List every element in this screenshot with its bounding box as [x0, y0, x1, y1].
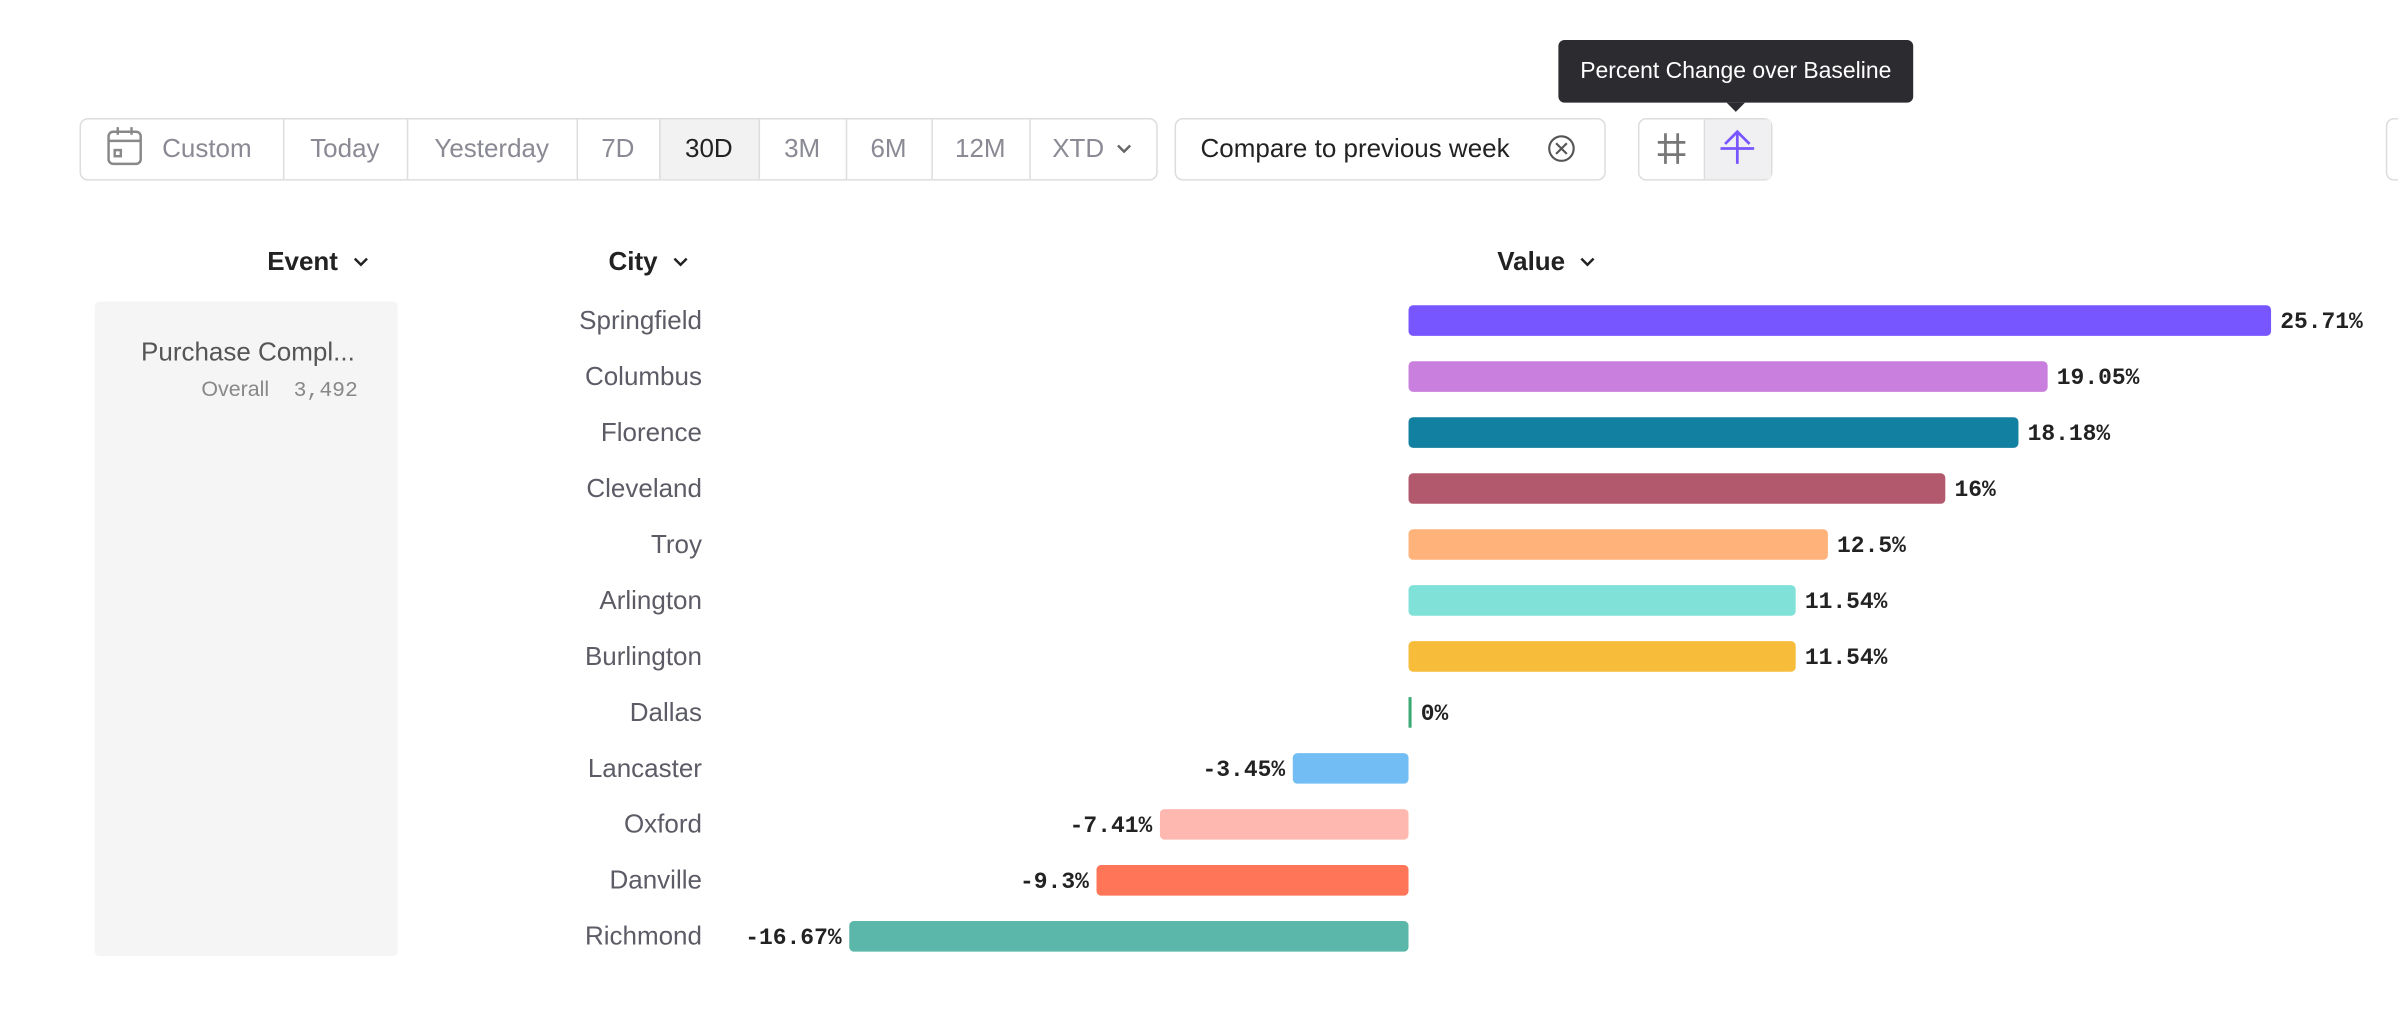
bar: [849, 921, 1409, 952]
category-label: Columbus: [585, 361, 702, 391]
bar: [1292, 753, 1409, 784]
event-count: 3,492: [294, 379, 358, 403]
tooltip-text: Percent Change over Baseline: [1580, 57, 1891, 83]
bar: [1408, 585, 1796, 616]
category-label: Burlington: [585, 641, 702, 671]
category-label: Springfield: [579, 305, 702, 335]
clear-icon[interactable]: [1548, 135, 1575, 162]
calendar-icon: [107, 127, 142, 166]
selected-range-bg: [659, 119, 759, 180]
compare-button[interactable]: [1174, 117, 1606, 181]
event-panel: [94, 301, 398, 957]
value-label: 11.54%: [1805, 589, 1888, 615]
category-label: Lancaster: [588, 753, 702, 783]
bar: [1408, 697, 1412, 728]
category-label: Arlington: [599, 585, 702, 615]
category-label: Florence: [601, 417, 702, 447]
bar: [1408, 305, 2272, 336]
column-header[interactable]: City: [609, 246, 659, 276]
category-label: Troy: [651, 529, 702, 559]
value-label: -3.45%: [1203, 757, 1286, 783]
value-label: -9.3%: [1020, 869, 1089, 895]
range-button[interactable]: Yesterday: [434, 133, 549, 163]
bar: [1408, 473, 1946, 504]
category-label: Richmond: [585, 921, 702, 951]
bar: [1408, 529, 1828, 560]
value-label: 12.5%: [1837, 533, 1906, 559]
value-label: 16%: [1954, 477, 1996, 503]
bar: [1159, 809, 1409, 840]
range-button[interactable]: 7D: [601, 133, 634, 163]
tooltip-arrow: [1726, 102, 1745, 112]
range-button[interactable]: Today: [310, 133, 379, 163]
bar: [1096, 865, 1409, 896]
value-label: 11.54%: [1805, 645, 1888, 671]
bar: [1408, 361, 2048, 392]
column-header[interactable]: Value: [1497, 246, 1565, 276]
range-button[interactable]: 6M: [870, 133, 906, 163]
range-button[interactable]: 12M: [955, 133, 1006, 163]
value-label: 0%: [1421, 701, 1449, 727]
value-label: -7.41%: [1070, 813, 1153, 839]
value-label: 18.18%: [2028, 421, 2111, 447]
offscreen-button[interactable]: [2385, 117, 2398, 181]
number-icon[interactable]: [1657, 133, 1686, 164]
bar: [1408, 641, 1796, 672]
tooltip: [1558, 39, 1914, 103]
range-button[interactable]: 30D: [685, 133, 733, 163]
value-label: 25.71%: [2280, 309, 2363, 335]
bar: [1408, 417, 2019, 448]
column-header[interactable]: Event: [267, 246, 338, 276]
range-bar: [79, 117, 1158, 181]
category-label: Dallas: [630, 697, 702, 727]
range-button[interactable]: XTD: [1052, 133, 1104, 163]
value-label: 19.05%: [2057, 365, 2140, 391]
chevron: [1117, 144, 1132, 154]
event-name[interactable]: Purchase Compl...: [141, 336, 355, 366]
category-label: Oxford: [624, 809, 702, 839]
range-button[interactable]: Custom: [162, 133, 252, 163]
range-button[interactable]: 3M: [784, 133, 820, 163]
header-chevrons: [353, 257, 1595, 267]
compare-label: Compare to previous week: [1201, 133, 1511, 163]
percent-change-icon[interactable]: [1720, 129, 1755, 164]
value-label: -16.67%: [745, 925, 842, 951]
category-label: Cleveland: [586, 473, 702, 503]
event-scope: Overall: [201, 377, 269, 401]
category-label: Danville: [610, 865, 702, 895]
